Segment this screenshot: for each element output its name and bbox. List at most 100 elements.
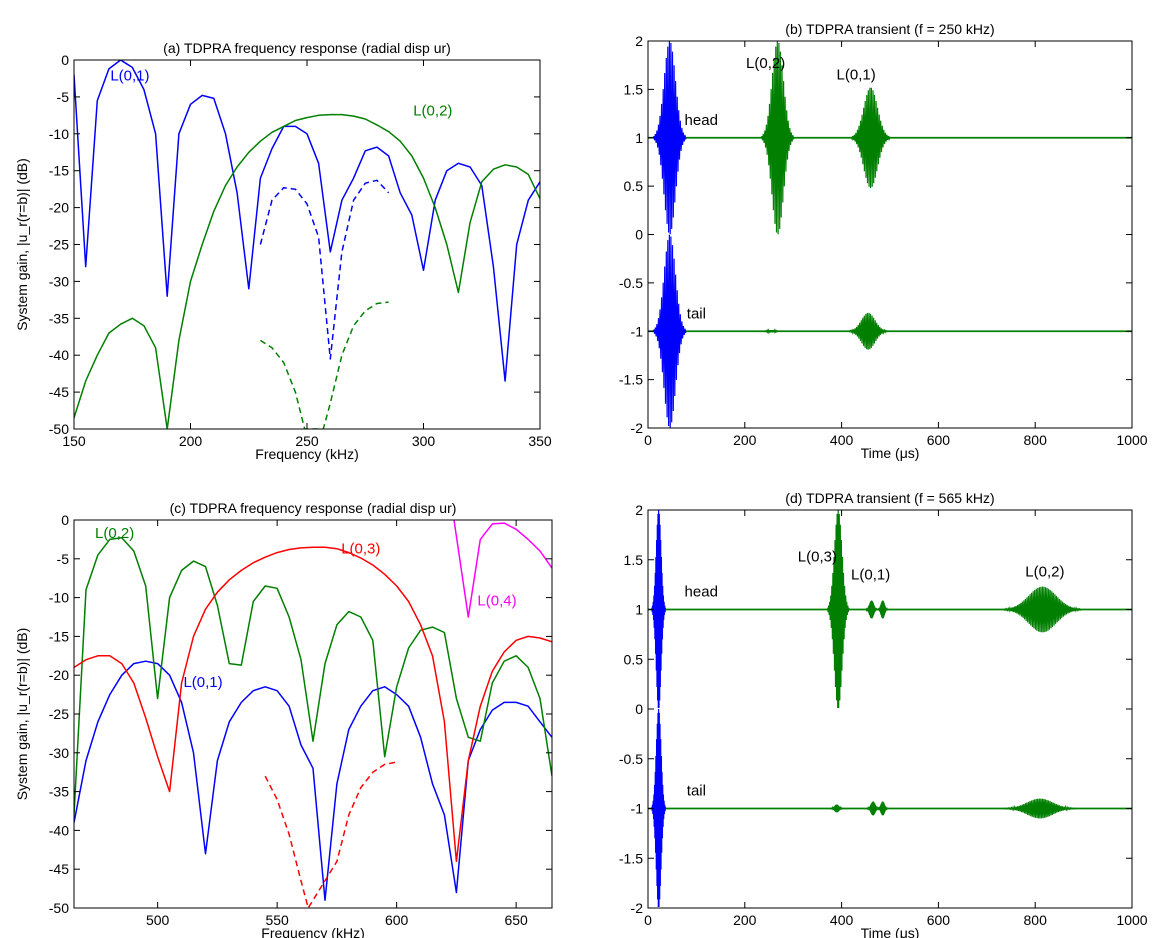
y-tick-label: 1 xyxy=(635,602,643,618)
y-tick-label: -20 xyxy=(49,667,69,683)
y-axis-label: System gain, |u_r(r=b)| (dB) xyxy=(14,628,30,801)
wave-packet-d-head-3 xyxy=(877,600,889,619)
wave-packet-d-tail-5 xyxy=(651,708,666,908)
annotation-label: L(0,1) xyxy=(837,67,876,84)
y-axis-label: System gain, |u_r(r=b)| (dB) xyxy=(14,158,30,331)
y-tick-label: -1 xyxy=(631,323,644,339)
y-tick-label: 2 xyxy=(635,502,643,518)
chart-title: (a) TDPRA frequency response (radial dis… xyxy=(163,40,451,56)
y-tick-label: -25 xyxy=(49,237,69,253)
x-tick-label: 400 xyxy=(830,432,854,448)
y-tick-label: -15 xyxy=(49,628,69,644)
x-tick-label: 600 xyxy=(927,912,951,928)
wave-packet-d-tail-9 xyxy=(1003,798,1077,819)
annotation-label: L(0,1) xyxy=(183,674,222,691)
plot-content-b xyxy=(648,41,1132,428)
plot-area-d xyxy=(648,510,1132,908)
wave-packet-d-tail-6 xyxy=(830,804,843,813)
y-tick-label: -25 xyxy=(49,706,69,722)
panel-c: 500 550 600 650-50-45-40-35-30-25-20-15-10-… xyxy=(14,500,553,938)
plot-area-a xyxy=(74,60,540,429)
x-axis-label: Frequency (kHz) xyxy=(261,925,364,938)
plot-content-a xyxy=(74,60,540,429)
y-tick-label: 0 xyxy=(635,227,643,243)
y-tick-label: -40 xyxy=(49,347,69,363)
annotation-label: L(0,2) xyxy=(1025,564,1064,581)
x-tick-label: 300 xyxy=(412,433,436,449)
annotation-label: L(0,1) xyxy=(110,68,149,85)
y-tick-label: -2 xyxy=(631,420,644,436)
annotation-label: L(0,1) xyxy=(851,567,890,584)
annotation-label: head xyxy=(685,112,718,129)
x-axis-label: Frequency (kHz) xyxy=(255,446,358,462)
y-tick-label: -50 xyxy=(49,900,69,916)
wave-packet-b-head-0 xyxy=(653,41,687,235)
x-tick-label: 800 xyxy=(1024,432,1048,448)
y-tick-label: 0 xyxy=(61,52,69,68)
wave-packet-b-tail-4 xyxy=(761,328,782,335)
x-axis-label: Time (μs) xyxy=(861,445,920,461)
y-tick-label: -5 xyxy=(57,89,70,105)
y-tick-label: 0 xyxy=(635,701,643,717)
y-tick-label: -0.5 xyxy=(619,275,643,291)
wave-packet-b-head-1 xyxy=(761,41,795,235)
plot-area-b xyxy=(648,41,1132,428)
series-line-a-dashed-3 xyxy=(259,301,389,429)
y-tick-label: -20 xyxy=(49,200,69,216)
x-tick-label: 400 xyxy=(830,912,854,928)
x-tick-label: 200 xyxy=(733,432,757,448)
x-tick-label: 800 xyxy=(1024,912,1048,928)
y-tick-label: 0.5 xyxy=(624,651,644,667)
y-tick-label: -2 xyxy=(631,900,644,916)
x-tick-label: 1000 xyxy=(1116,432,1147,448)
annotation-label: L(0,4) xyxy=(477,592,516,609)
annotation-label: L(0,2) xyxy=(413,102,452,119)
y-tick-label: -35 xyxy=(49,784,69,800)
wave-packet-d-tail-7 xyxy=(866,801,880,816)
x-tick-label: 0 xyxy=(644,432,652,448)
annotation-label: tail xyxy=(687,783,706,800)
y-tick-label: -5 xyxy=(57,551,70,567)
x-tick-label: 650 xyxy=(504,912,528,928)
x-tick-label: 600 xyxy=(927,432,951,448)
y-tick-label: -30 xyxy=(49,745,69,761)
y-tick-label: -30 xyxy=(49,273,69,289)
y-tick-label: -40 xyxy=(49,822,69,838)
annotation-label: L(0,2) xyxy=(95,525,134,542)
plot-content-d xyxy=(648,510,1132,908)
wave-packet-d-tail-8 xyxy=(877,801,889,816)
panel-d: 0 200 400 600 800 1000 -2 -1.5 -1 -0.5 0 0.5 1 1.5 2 (d… xyxy=(619,490,1148,938)
series-line-c-L03 xyxy=(74,546,552,863)
x-tick-label: 150 xyxy=(62,433,86,449)
x-tick-label: 250 xyxy=(295,433,319,449)
series-line-a-L02 xyxy=(74,113,540,429)
y-tick-label: -0.5 xyxy=(619,751,643,767)
annotation-label: L(0,3) xyxy=(798,549,837,566)
wave-packet-d-head-1 xyxy=(827,510,850,709)
x-axis-label: Time (μs) xyxy=(861,925,920,938)
y-tick-label: -10 xyxy=(49,590,69,606)
y-tick-label: -1 xyxy=(631,801,644,817)
panel-b: 0 200 400 600 800 1000 -2 -1.5 -1 -0.5 0 0.5 1 1.5 2 (b… xyxy=(619,21,1148,461)
y-tick-label: -45 xyxy=(49,384,69,400)
series-line-a-L01 xyxy=(74,60,540,382)
wave-packet-b-tail-5 xyxy=(848,312,889,350)
wave-packet-d-head-4 xyxy=(1003,586,1082,633)
series-line-a-dashed-2 xyxy=(259,179,390,360)
chart-title: (b) TDPRA transient (f = 250 kHz) xyxy=(785,21,994,37)
x-tick-label: 600 xyxy=(385,912,409,928)
series-line-c-L02 xyxy=(74,537,552,815)
y-tick-label: 1 xyxy=(635,130,643,146)
series-line-c-dashed-4 xyxy=(264,761,397,908)
y-tick-label: 2 xyxy=(635,33,643,49)
y-tick-label: 1.5 xyxy=(624,552,644,568)
panel-a: 150 200 250 300 350-50-45-40-35-30-25-20-15-… xyxy=(14,40,552,462)
x-tick-label: 1000 xyxy=(1116,912,1147,928)
annotation-label: L(0,3) xyxy=(341,540,380,557)
annotation-label: L(0,2) xyxy=(746,55,785,72)
x-tick-label: 200 xyxy=(179,433,203,449)
x-tick-label: 0 xyxy=(644,912,652,928)
series-line-c-L04 xyxy=(453,520,552,618)
y-tick-label: 0 xyxy=(61,512,69,528)
